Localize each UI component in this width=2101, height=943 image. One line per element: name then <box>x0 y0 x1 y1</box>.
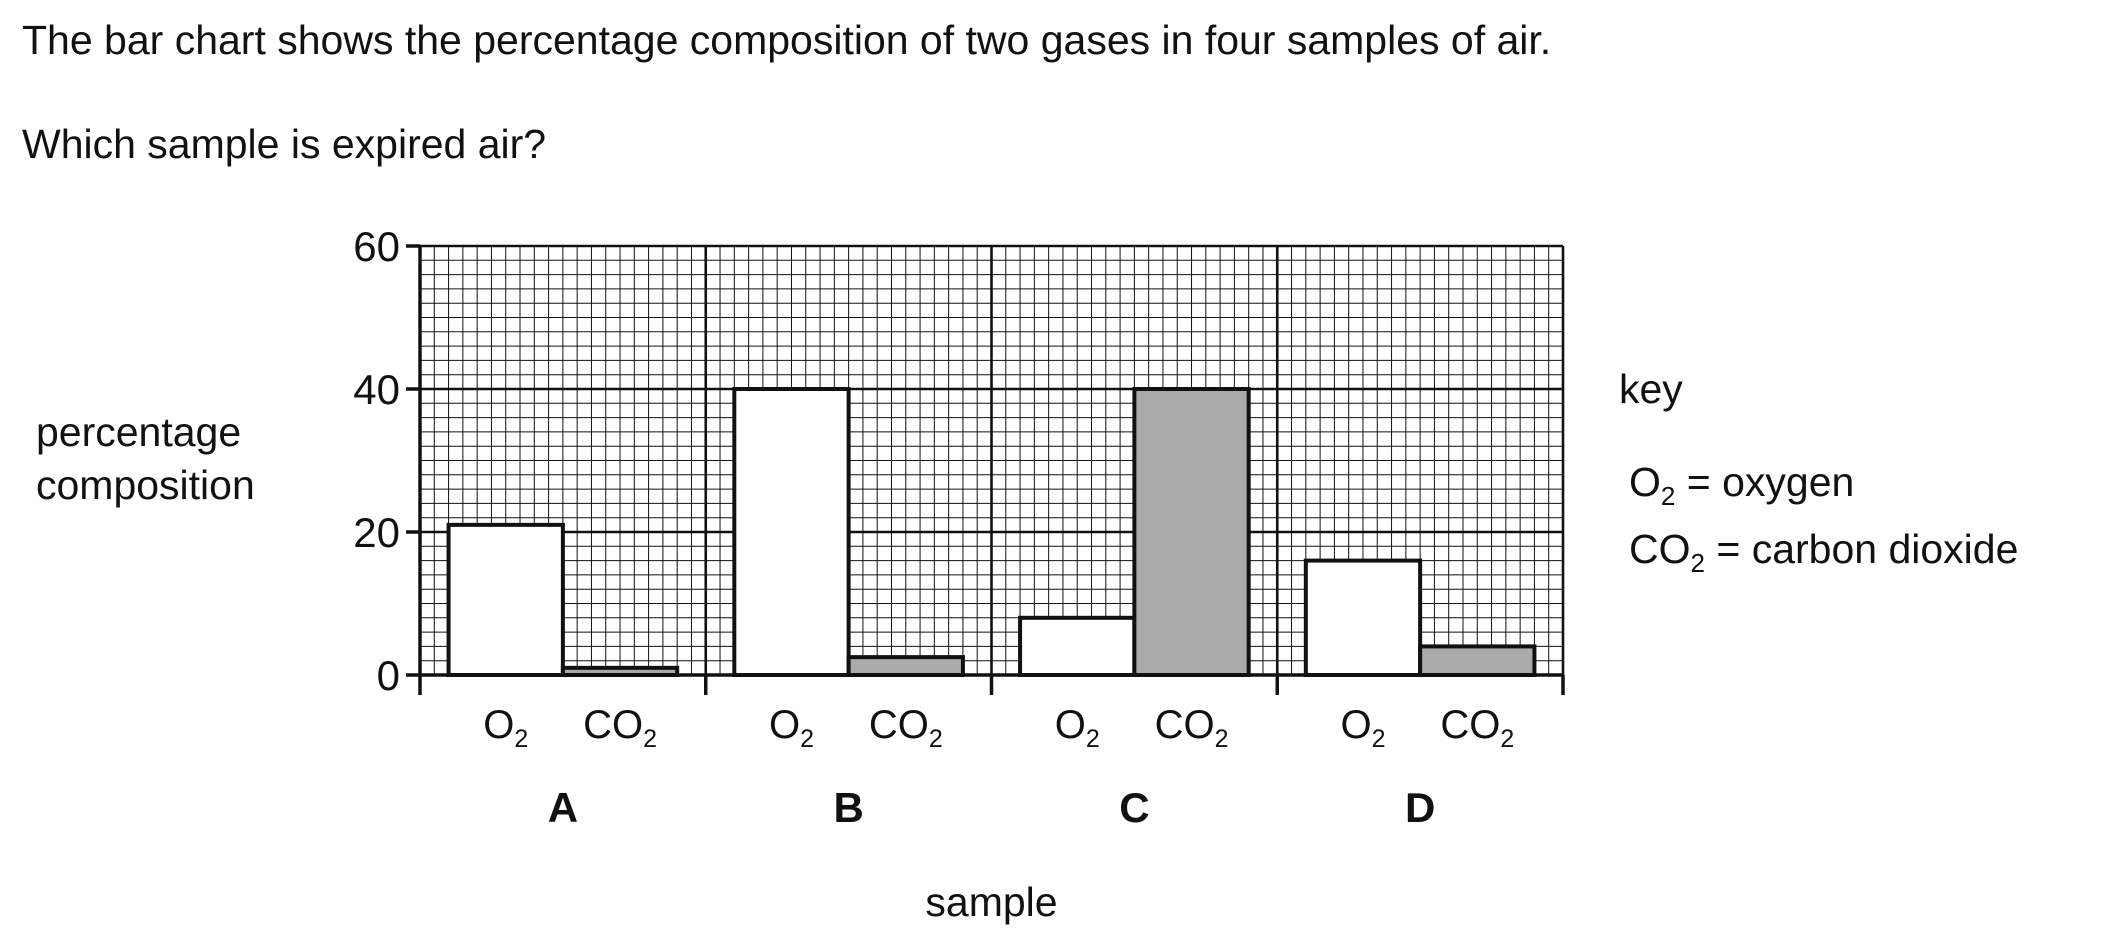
key-entry-meaning: = oxygen <box>1675 459 1854 505</box>
y-tick-label: 40 <box>353 366 400 413</box>
gas-label-subscript: 2 <box>1086 725 1100 753</box>
gas-label-base: O <box>1055 703 1086 747</box>
y-tick-label: 60 <box>353 223 400 270</box>
bar-gas-label: CO2 <box>583 703 657 753</box>
bar-gas-label: CO2 <box>1440 703 1514 753</box>
gas-label-subscript: 2 <box>1372 725 1386 753</box>
key-title: key <box>1619 366 1683 412</box>
gas-label-base: CO <box>1440 703 1500 747</box>
category-label-A: A <box>548 784 578 831</box>
gas-label-subscript: 2 <box>1215 725 1229 753</box>
bar-gas-label: CO2 <box>1155 703 1229 753</box>
bar-D-co2 <box>1418 644 1537 678</box>
question-line-1: The bar chart shows the percentage compo… <box>22 17 1552 63</box>
y-axis-label-line: percentage <box>36 409 241 455</box>
bar-gas-label: O2 <box>1340 703 1385 753</box>
key-entry-meaning: = carbon dioxide <box>1705 526 2018 572</box>
gas-label-subscript: 2 <box>514 725 528 753</box>
category-label-D: D <box>1405 784 1435 831</box>
bar-C-o2 <box>1018 615 1137 677</box>
bar-B-o2 <box>732 387 851 677</box>
gas-label-subscript: 2 <box>800 725 814 753</box>
bar-C-co2 <box>1132 387 1251 677</box>
y-tick-label: 0 <box>377 652 400 699</box>
key-entry-subscript: 2 <box>1691 548 1705 578</box>
bar-gas-label: O2 <box>1055 703 1100 753</box>
gas-label-subscript: 2 <box>1500 725 1514 753</box>
chart-grid <box>420 244 1565 675</box>
bar-A-o2 <box>446 522 565 677</box>
y-tick-label: 20 <box>353 509 400 556</box>
gas-label-base: O <box>1340 703 1371 747</box>
bar-gas-label: O2 <box>483 703 528 753</box>
x-axis-label: sample <box>925 879 1057 925</box>
key-entry: CO2 = carbon dioxide <box>1629 526 2018 578</box>
gas-label-base: CO <box>583 703 643 747</box>
bar-D-o2 <box>1303 558 1423 677</box>
y-axis-label-line: composition <box>36 462 255 508</box>
key-entry: O2 = oxygen <box>1629 459 1854 511</box>
question-line-2: Which sample is expired air? <box>22 121 547 167</box>
category-label-B: B <box>833 784 863 831</box>
gas-label-base: CO <box>869 703 929 747</box>
chart-axes <box>406 244 1565 695</box>
gas-label-subscript: 2 <box>643 725 657 753</box>
gas-label-base: O <box>483 703 514 747</box>
bar-gas-label: CO2 <box>869 703 943 753</box>
key-entry-subscript: 2 <box>1661 481 1675 511</box>
gas-label-subscript: 2 <box>929 725 943 753</box>
bar-gas-label: O2 <box>769 703 814 753</box>
category-label-C: C <box>1119 784 1149 831</box>
bar-B-co2 <box>846 655 965 677</box>
gas-label-base: O <box>769 703 800 747</box>
key-entry-formula: O <box>1629 459 1661 505</box>
gas-label-base: CO <box>1155 703 1215 747</box>
key-entry-formula: CO <box>1629 526 1691 572</box>
